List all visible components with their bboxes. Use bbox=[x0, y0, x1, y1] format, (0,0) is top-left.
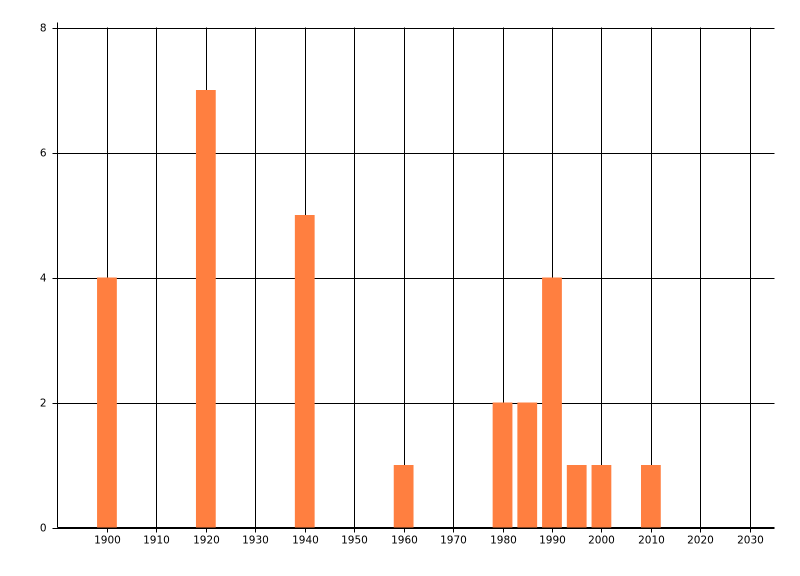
bar bbox=[517, 402, 538, 528]
x-tick-label: 1960 bbox=[391, 535, 418, 547]
x-tick-label: 1930 bbox=[242, 535, 269, 547]
bar bbox=[97, 277, 117, 528]
bar bbox=[294, 215, 315, 528]
x-tick-label: 1920 bbox=[193, 535, 220, 547]
x-tick-label: 1940 bbox=[292, 535, 319, 547]
x-tick-label: 1950 bbox=[341, 535, 368, 547]
bar bbox=[566, 465, 587, 528]
y-tick-label: 2 bbox=[40, 398, 47, 410]
bar bbox=[195, 90, 216, 528]
y-tick-label: 4 bbox=[40, 273, 47, 285]
bar bbox=[393, 465, 414, 528]
x-tick-label: 2000 bbox=[588, 535, 615, 547]
bar bbox=[542, 277, 562, 528]
y-tick-label: 8 bbox=[40, 23, 47, 35]
x-tick-label: 1910 bbox=[143, 535, 170, 547]
x-tick-label: 1990 bbox=[539, 535, 566, 547]
x-tick-label: 2010 bbox=[638, 535, 665, 547]
x-tick-label: 1970 bbox=[440, 535, 467, 547]
bar bbox=[591, 465, 612, 528]
bar bbox=[640, 465, 661, 528]
x-tick-label: 2030 bbox=[737, 535, 764, 547]
x-tick-label: 1980 bbox=[490, 535, 517, 547]
y-tick-label: 0 bbox=[40, 523, 47, 535]
x-tick-label: 2020 bbox=[687, 535, 714, 547]
y-tick-label: 6 bbox=[40, 148, 47, 160]
bar bbox=[492, 402, 513, 528]
x-tick-label: 1900 bbox=[94, 535, 121, 547]
